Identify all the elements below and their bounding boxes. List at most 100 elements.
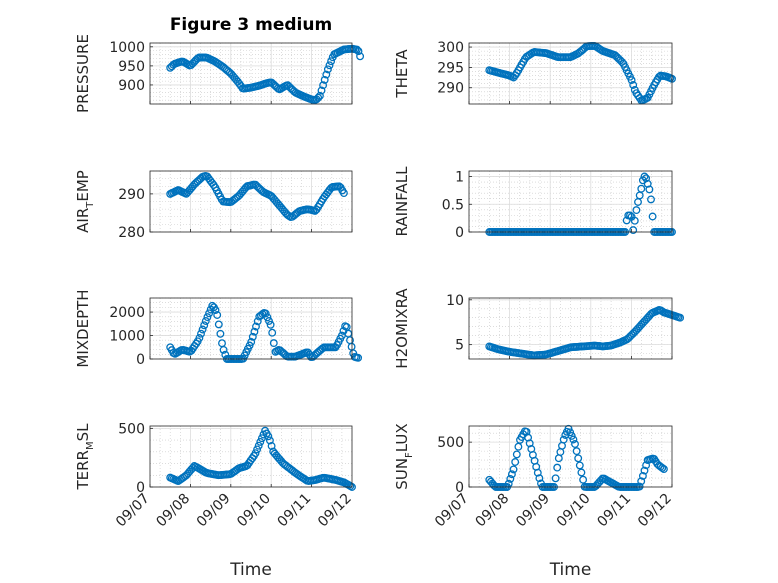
data-point [250, 327, 259, 336]
data-point [571, 440, 579, 448]
data-point [327, 57, 336, 66]
data-point [314, 93, 323, 102]
data-point [507, 470, 516, 479]
data-point [566, 428, 575, 437]
data-point [254, 441, 263, 450]
data-point [325, 61, 334, 70]
data-point [637, 184, 646, 193]
data-point [315, 91, 324, 100]
y-tick-label: 300 [437, 40, 464, 56]
data-point [632, 206, 641, 215]
data-point [626, 211, 634, 220]
x-tick-label: 09/09 [513, 491, 553, 531]
data-point [201, 317, 210, 325]
subplot-mixdepth: 0 1000 2000 MIXDEPTH [74, 289, 363, 368]
data-point [256, 437, 265, 446]
y-axis-label: MIXDEPTH [74, 289, 92, 367]
data-point [577, 468, 586, 477]
data-point [535, 474, 544, 483]
x-tick-label: 09/11 [594, 491, 634, 531]
data-point [319, 81, 328, 90]
axes-box [149, 42, 353, 105]
data-point [219, 345, 228, 354]
y-tick-label: 10 [446, 293, 464, 309]
y-axis-label: THETA [393, 49, 411, 99]
data-point [261, 309, 270, 318]
x-tick-label: 09/07 [432, 491, 472, 531]
data-point [317, 86, 326, 95]
subplot-air_temp: 280 290 AIRTEMP [74, 170, 353, 241]
data-point [269, 339, 278, 348]
x-tick-label: 09/10 [554, 491, 594, 531]
data-point [512, 450, 521, 459]
data-point [640, 466, 649, 475]
data-point [629, 81, 638, 89]
y-axis-label: AIRTEMP [74, 170, 96, 233]
data-point [266, 320, 275, 329]
axes-box [468, 297, 673, 360]
y-tick-label: 1 [455, 170, 464, 186]
data-point [559, 435, 568, 444]
x-axis-label: Time [229, 560, 272, 580]
subplot-pressure: 900 950 1000 PRESSURE [74, 34, 365, 113]
y-axis-label: TERRMSL [74, 423, 96, 491]
data-point [268, 328, 277, 337]
y-tick-label: 2000 [109, 305, 145, 321]
data-point [253, 445, 262, 454]
data-point [627, 76, 636, 85]
data-point [511, 458, 520, 466]
data-point [248, 332, 257, 341]
data-point [323, 65, 332, 74]
data-point [200, 321, 209, 330]
data-point [354, 47, 363, 56]
y-tick-label: 1000 [109, 329, 145, 345]
data-point [356, 52, 365, 61]
data-point [263, 313, 272, 322]
data-point [203, 313, 212, 322]
data-point [509, 465, 518, 474]
data-point [551, 474, 560, 483]
y-axis-label: H2OMIXRA [393, 288, 411, 369]
data-point [648, 212, 657, 221]
y-axis-label: SUNFLUX [393, 423, 415, 489]
y-axis-label: PRESSURE [74, 34, 92, 113]
y-tick-label: 500 [437, 435, 464, 451]
data-point [659, 465, 668, 474]
data-point [253, 317, 262, 326]
data-point [533, 468, 542, 477]
data-point [252, 322, 260, 331]
x-tick-label: 09/09 [194, 491, 234, 531]
subplot-rainfall: 0 0.5 1 RAINFALL [393, 166, 676, 241]
y-tick-label: 0 [455, 480, 464, 496]
data-point [265, 317, 273, 325]
data-point [676, 313, 685, 322]
subplot-sun_flux: 0 500 09/07 09/08 09/09 09/10 09/11 09/12 Time SU… [393, 423, 675, 580]
data-point [322, 70, 331, 79]
data-point [320, 75, 329, 84]
axes-box [468, 170, 673, 233]
data-point [647, 195, 655, 204]
axes-box [149, 297, 353, 360]
data-point [645, 185, 654, 194]
x-axis-label: Time [549, 560, 592, 580]
data-point [214, 320, 223, 329]
data-point [579, 475, 588, 484]
data-point [575, 461, 584, 470]
data-point [213, 311, 222, 319]
y-tick-label: 0 [455, 225, 464, 241]
data-point [506, 474, 515, 483]
data-point [572, 447, 581, 456]
subplot-h2omixra: 5 10 H2OMIXRA [393, 288, 685, 369]
data-point [352, 45, 361, 54]
y-tick-label: 950 [118, 59, 145, 75]
data-point [637, 477, 646, 486]
axes-box [468, 42, 673, 105]
x-tick-label: 09/12 [315, 491, 355, 531]
y-tick-label: 500 [118, 421, 145, 437]
x-tick-label: 09/08 [153, 491, 193, 531]
figure-title: Figure 3 medium [170, 15, 332, 35]
data-point [211, 306, 220, 315]
data-point [198, 325, 207, 334]
